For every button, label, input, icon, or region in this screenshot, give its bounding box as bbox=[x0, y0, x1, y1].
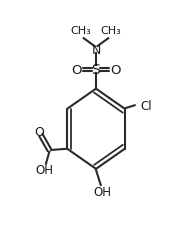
Text: Cl: Cl bbox=[141, 99, 152, 112]
Text: O: O bbox=[34, 126, 44, 139]
Text: CH₃: CH₃ bbox=[71, 26, 92, 36]
Text: OH: OH bbox=[36, 164, 53, 176]
Text: CH₃: CH₃ bbox=[100, 26, 121, 36]
Text: OH: OH bbox=[93, 185, 111, 198]
Text: S: S bbox=[92, 63, 100, 77]
Text: N: N bbox=[91, 44, 101, 57]
Text: O: O bbox=[110, 63, 121, 76]
Text: O: O bbox=[71, 63, 82, 76]
